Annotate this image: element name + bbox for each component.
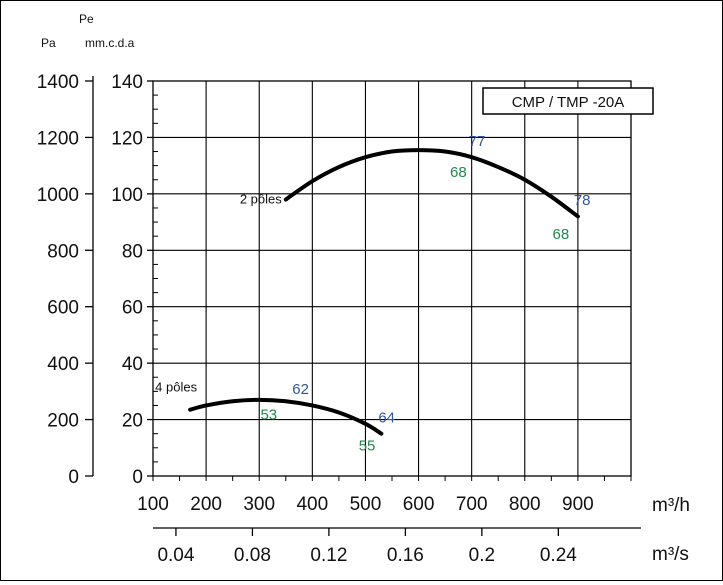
x-unit-m3s: m³/s [652, 544, 689, 565]
y-outer-tick-label: 1000 [37, 185, 79, 206]
title-box [482, 87, 654, 115]
x-m3h-tick-label: 100 [137, 494, 169, 515]
annotation-green: 53 [260, 407, 277, 424]
x-m3s-tick-label: 0.16 [387, 545, 424, 566]
y-outer-tick-label: 1200 [37, 128, 79, 149]
y-outer-tick-label: 400 [47, 354, 79, 375]
y-axis-ticks: 1400120010008006004002000140120100806040… [37, 72, 153, 488]
y-inner-tick-label: 140 [111, 72, 143, 93]
annotation-green: 68 [553, 226, 570, 243]
x-m3h-tick-label: 300 [243, 494, 275, 515]
x-m3h-tick-label: 400 [296, 494, 328, 515]
x-m3h-tick-label: 800 [509, 494, 541, 515]
y-outer-tick-label: 600 [47, 298, 79, 319]
x-unit-m3h: m³/h [652, 495, 690, 516]
annotation-green: 68 [450, 164, 467, 181]
x-m3h-tick-label: 900 [562, 494, 594, 515]
x-m3s-tick-label: 0.04 [157, 545, 194, 566]
y-inner-tick-label: 100 [111, 185, 143, 206]
series-label-2-poles: 2 pôles [240, 192, 282, 207]
y-inner-tick-label: 0 [132, 467, 143, 488]
y-inner-tick-label: 60 [122, 298, 143, 319]
chart-title: CMP / TMP -20A [512, 94, 625, 111]
performance-curves: 2 pôles 4 pôles [155, 148, 580, 436]
y-inner-tick-label: 20 [122, 411, 143, 432]
y-inner-tick-label: 120 [111, 128, 143, 149]
x-m3s-tick-label: 0.08 [234, 545, 271, 566]
y-inner-label: mm.c.d.a [85, 36, 135, 50]
x-m3h-tick-label: 700 [456, 494, 488, 515]
x-m3h-tick-label: 600 [403, 494, 435, 515]
y-outer-tick-label: 0 [68, 467, 79, 488]
y-inner-tick-label: 40 [122, 354, 143, 375]
x-m3s-tick-label: 0.12 [310, 545, 347, 566]
annotation-blue: 78 [574, 192, 591, 209]
y-outer-tick-label: 200 [47, 411, 79, 432]
x-m3s-tick-label: 0.24 [540, 545, 577, 566]
annotation-blue: 62 [292, 381, 309, 398]
y-outer-label: Pa [41, 36, 56, 50]
y-inner-label-top: Pe [79, 12, 94, 26]
y-outer-tick-label: 1400 [37, 72, 79, 93]
y-outer-tick-label: 800 [47, 241, 79, 262]
annotation-green: 55 [359, 438, 376, 455]
x-m3h-tick-label: 200 [190, 494, 222, 515]
y-inner-tick-label: 80 [122, 241, 143, 262]
x-axis-ticks: 100 200 300 400 500 600 700 800 900 0.04 0.08 0.12 0… [137, 476, 641, 566]
annotation-blue: 64 [378, 409, 395, 426]
series-line-2-poles [283, 148, 580, 219]
x-m3s-tick-label: 0.2 [469, 545, 495, 566]
series-line-4-poles [188, 397, 384, 436]
grid-lines [152, 80, 632, 477]
annotation-blue: 77 [469, 133, 486, 150]
x-m3h-tick-label: 500 [350, 494, 382, 515]
series-label-4-poles: 4 pôles [155, 380, 197, 395]
